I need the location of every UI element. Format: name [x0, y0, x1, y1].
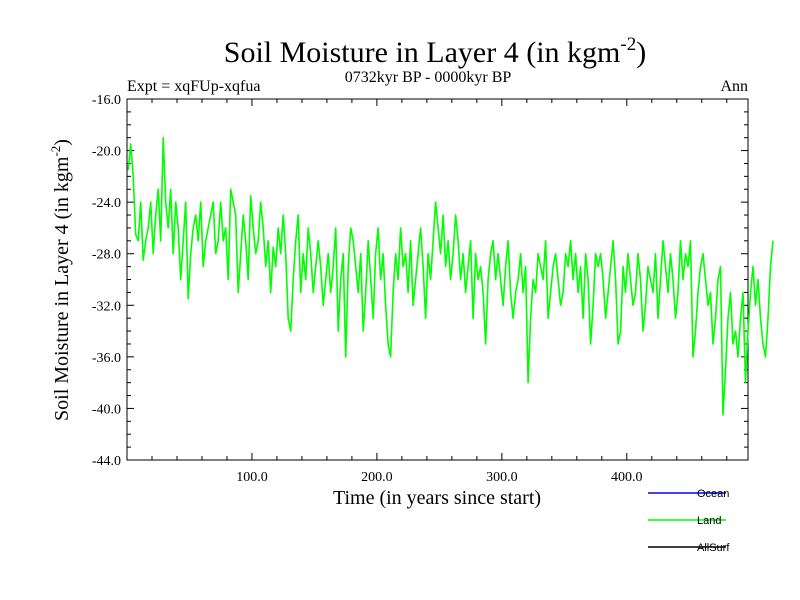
- y-tick-label: -24.0: [92, 196, 121, 211]
- y-tick-labels: -16.0 -20.0 -24.0 -28.0 -32.0 -36.0 -40.0 -44.0: [92, 93, 121, 469]
- x-tick-label: 400.0: [611, 470, 643, 485]
- y-tick-label: -36.0: [92, 351, 121, 366]
- y-tick-label: -44.0: [92, 454, 121, 469]
- x-tick-label: 100.0: [236, 470, 268, 485]
- y-axis-label: Soil Moisture in Layer 4 (in kgm-2): [48, 139, 73, 421]
- legend-label-ocean: Ocean: [697, 488, 729, 500]
- legend-label-land: Land: [697, 515, 721, 527]
- y-axis-label-main: Soil Moisture in Layer 4 (in kgm: [51, 156, 73, 421]
- period-label: Ann: [720, 78, 748, 95]
- axis-ticks: [127, 98, 748, 461]
- y-tick-label: -28.0: [92, 248, 121, 263]
- chart-title-superscript: -2: [620, 34, 636, 55]
- chart-title-main: Soil Moisture in Layer 4 (in kgm: [224, 36, 621, 69]
- y-tick-label: -20.0: [92, 145, 121, 160]
- expt-label: Expt = xqFUp-xqfua: [127, 78, 260, 95]
- plot-frame: [126, 98, 749, 461]
- y-axis-label-end: ): [51, 139, 73, 146]
- x-tick-label: 300.0: [486, 470, 518, 485]
- y-tick-label: -16.0: [92, 93, 121, 108]
- y-axis-label-superscript: -2: [48, 146, 63, 157]
- chart-title-end: ): [636, 36, 646, 69]
- legend-label-allsurf: AllSurf: [697, 542, 730, 554]
- y-tick-label: -32.0: [92, 299, 121, 314]
- x-axis-label: Time (in years since start): [333, 487, 541, 509]
- y-tick-label: -40.0: [92, 402, 121, 417]
- chart-subtitle: 0732kyr BP - 0000kyr BP: [345, 69, 512, 86]
- x-tick-labels: 100.0 200.0 300.0 400.0: [236, 470, 642, 485]
- chart-title: Soil Moisture in Layer 4 (in kgm-2): [224, 34, 646, 69]
- x-tick-label: 200.0: [361, 470, 393, 485]
- series-line-land: [127, 136, 774, 416]
- legend: Ocean Land AllSurf: [648, 488, 730, 554]
